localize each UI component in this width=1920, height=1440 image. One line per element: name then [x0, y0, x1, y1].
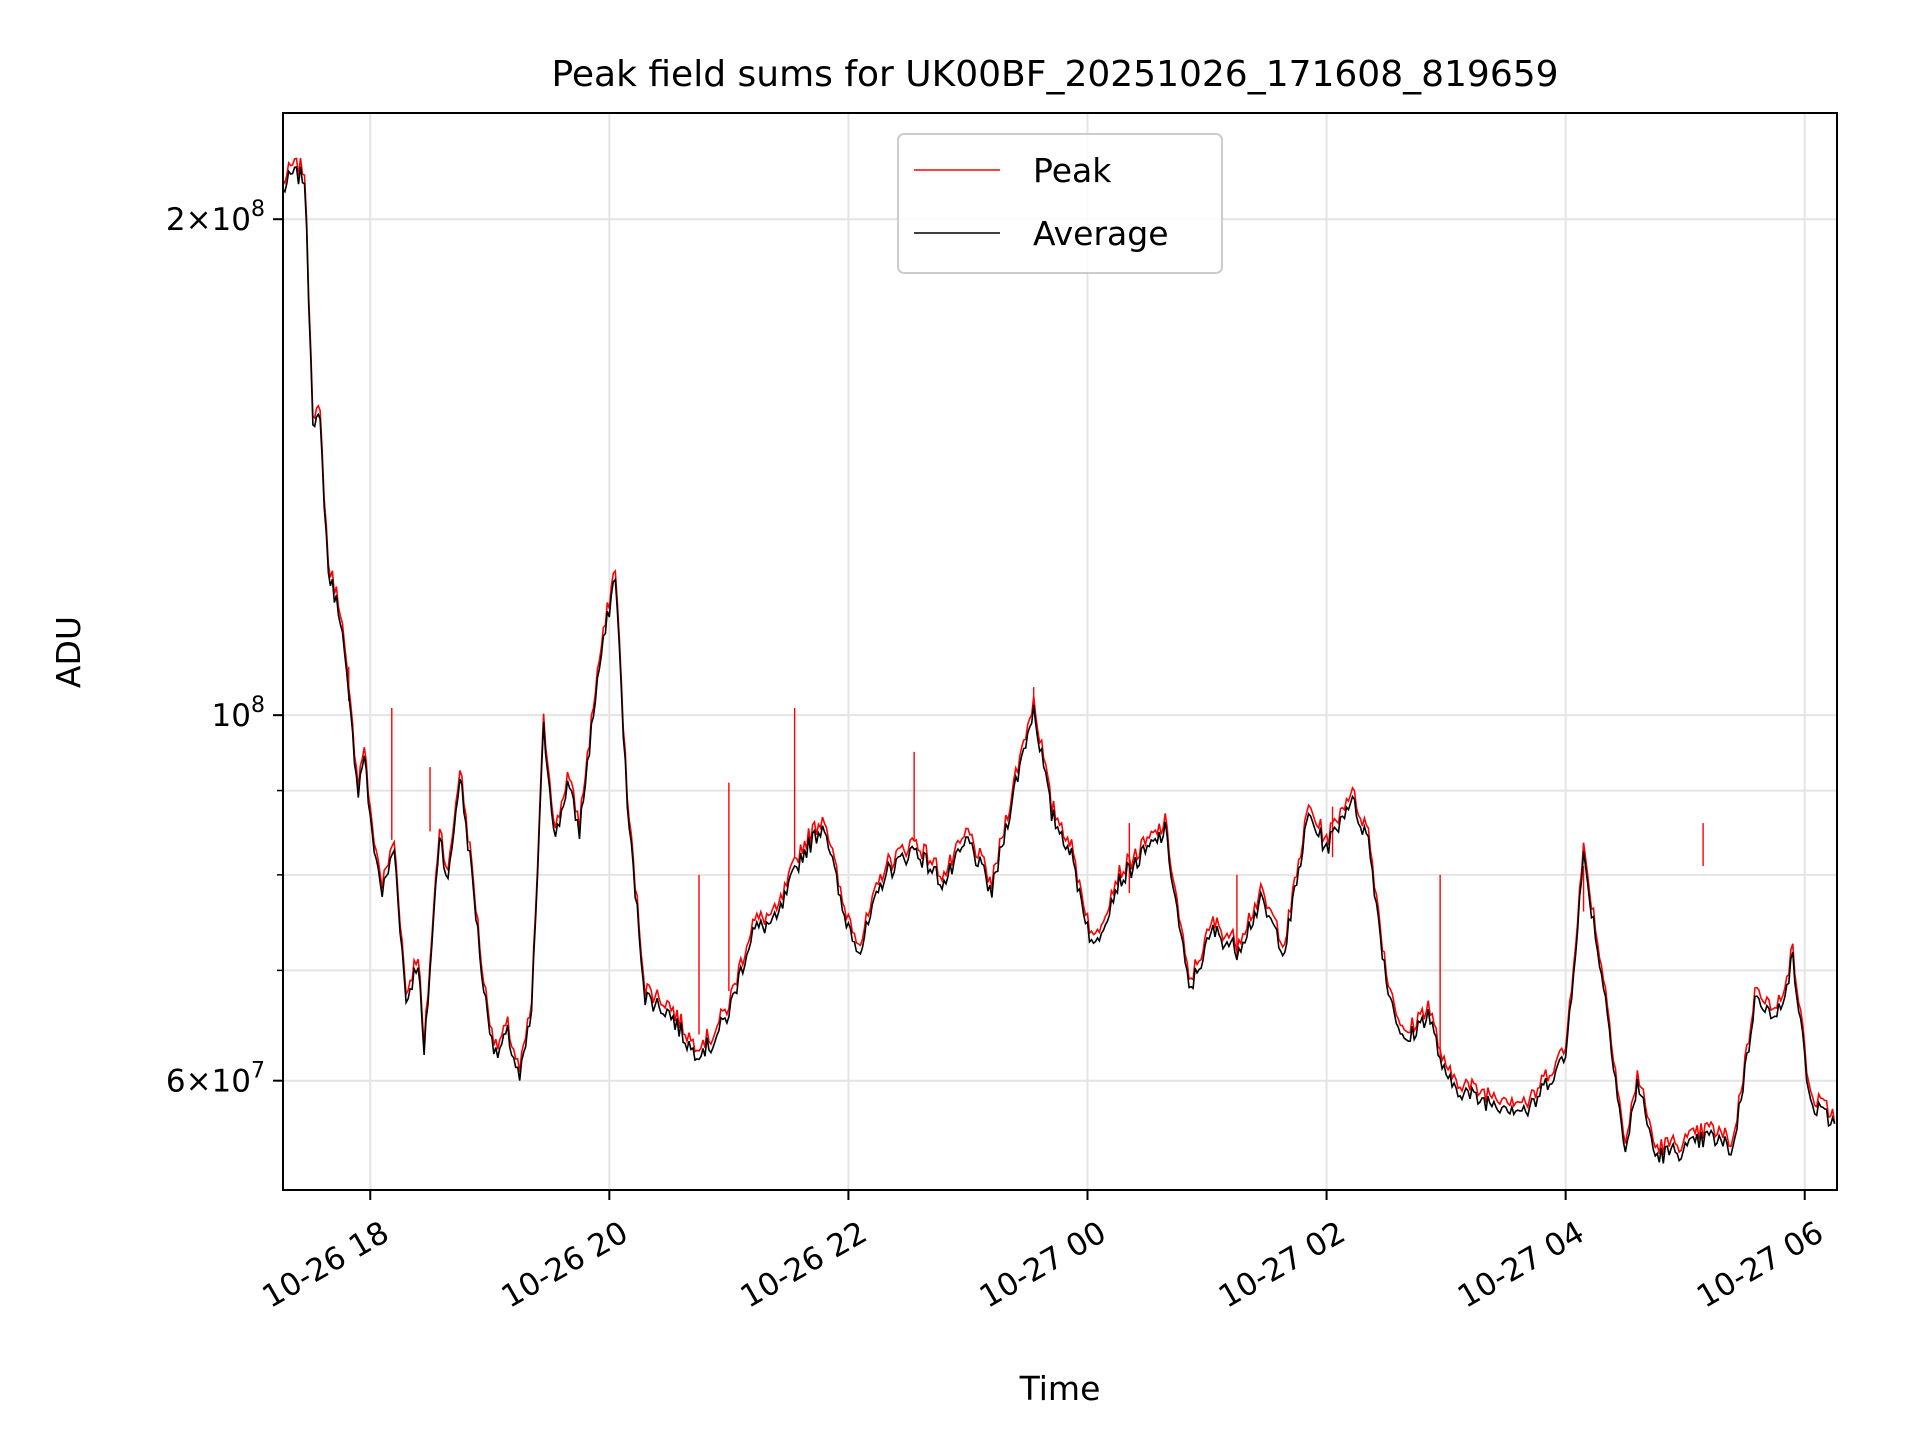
- y-tick-mantissa: 2: [166, 202, 186, 238]
- chart-title: Peak field sums for UK00BF_20251026_1716…: [551, 54, 1558, 95]
- y-tick-label: 6×107: [166, 1059, 265, 1100]
- legend-box: [897, 133, 1223, 274]
- y-tick-base: 10: [212, 1064, 251, 1100]
- legend-average-label: Average: [1033, 214, 1169, 253]
- y-tick-base: 10: [212, 698, 251, 734]
- legend-peak-label: Peak: [1033, 151, 1112, 190]
- series-average: [283, 166, 1836, 1164]
- plot-frame: [282, 112, 1838, 1191]
- y-axis-label: ADU: [49, 616, 88, 688]
- y-tick-mantissa: 6: [166, 1064, 186, 1100]
- x-axis-label: Time: [1019, 1369, 1101, 1408]
- y-tick-base: 10: [212, 202, 251, 238]
- y-tick-exponent: 8: [251, 197, 265, 222]
- y-tick-times: ×: [186, 202, 212, 238]
- average-line: [283, 166, 1836, 1164]
- y-tick-label: 2×108: [166, 197, 265, 238]
- y-tick-label: 108: [212, 693, 265, 734]
- y-tick-times: ×: [186, 1064, 212, 1100]
- y-tick-exponent: 8: [251, 693, 265, 718]
- legend: Peak Average: [897, 133, 1223, 274]
- gridlines: [283, 113, 1837, 1190]
- y-tick-exponent: 7: [251, 1059, 265, 1084]
